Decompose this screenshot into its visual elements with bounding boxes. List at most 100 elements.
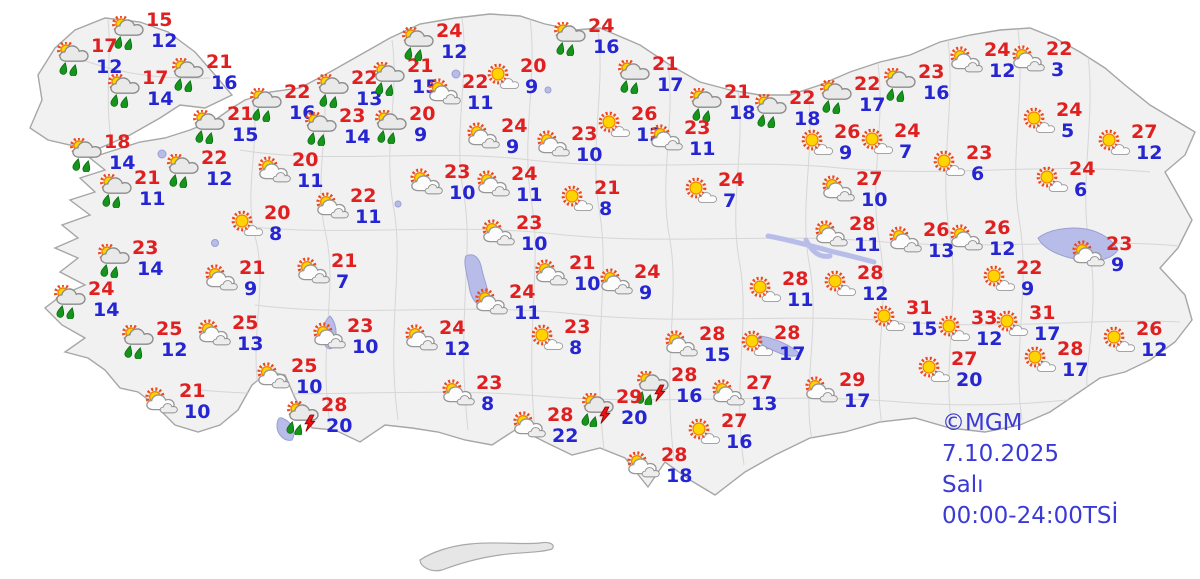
weather-station[interactable]: 21 18 [688, 83, 772, 140]
weather-station[interactable]: 33 12 [935, 309, 1019, 366]
weather-station[interactable]: 24 16 [552, 17, 636, 74]
weather-station[interactable]: 20 11 [256, 151, 340, 208]
weather-station[interactable]: 23 11 [648, 119, 732, 176]
weather-station[interactable]: 20 9 [484, 57, 568, 114]
weather-station[interactable]: 22 11 [314, 187, 398, 244]
weather-station[interactable]: 28 18 [625, 446, 709, 503]
weather-station[interactable]: 22 18 [753, 89, 837, 146]
weather-station[interactable]: 24 6 [1033, 160, 1117, 217]
sun-behind-clouds-icon [533, 259, 571, 293]
weather-station[interactable]: 15 12 [110, 11, 194, 68]
high-temp: 23 [571, 123, 598, 145]
weather-station[interactable]: 17 14 [106, 69, 190, 126]
weather-station[interactable]: 24 11 [475, 165, 559, 222]
weather-station[interactable]: 23 6 [930, 144, 1014, 201]
weather-station[interactable]: 23 10 [408, 163, 492, 220]
weather-station[interactable]: 21 11 [98, 169, 182, 226]
weather-station[interactable]: 24 5 [1020, 101, 1104, 158]
weather-station[interactable]: 27 16 [685, 412, 769, 469]
weather-station[interactable]: 23 10 [535, 125, 619, 182]
weather-station[interactable]: 23 14 [303, 107, 387, 164]
weather-station[interactable]: 21 10 [143, 382, 227, 439]
weather-station[interactable]: 20 9 [373, 105, 457, 162]
low-temp: 12 [862, 283, 889, 305]
weather-station[interactable]: 26 12 [948, 219, 1032, 276]
weather-station[interactable]: 31 15 [870, 299, 954, 356]
weather-station[interactable]: 21 8 [558, 179, 642, 236]
high-temp: 24 [439, 317, 466, 339]
weather-station[interactable]: 24 11 [473, 283, 557, 340]
weather-station[interactable]: 24 12 [948, 41, 1032, 98]
high-temp: 21 [331, 250, 358, 272]
weather-station[interactable]: 24 9 [465, 117, 549, 174]
weather-station[interactable]: 27 12 [1095, 123, 1179, 180]
weather-station[interactable]: 24 9 [598, 263, 682, 320]
weather-station[interactable]: 28 12 [821, 264, 905, 321]
weather-station[interactable]: 28 11 [746, 270, 830, 327]
weather-station[interactable]: 24 7 [682, 171, 766, 228]
weather-station[interactable]: 29 20 [580, 388, 664, 445]
weather-station[interactable]: 31 17 [993, 304, 1077, 361]
weather-station[interactable]: 28 16 [635, 366, 719, 423]
low-temp: 6 [1074, 179, 1088, 201]
weather-station[interactable]: 25 13 [196, 314, 280, 371]
sun-behind-clouds-icon [314, 192, 352, 226]
weather-station[interactable]: 22 13 [315, 69, 399, 126]
weather-station[interactable]: 23 10 [480, 214, 564, 271]
weather-station[interactable]: 25 10 [255, 357, 339, 414]
weather-station[interactable]: 22 9 [980, 259, 1064, 316]
weather-station[interactable]: 23 9 [1070, 235, 1154, 292]
weather-station[interactable]: 18 14 [68, 133, 152, 190]
weather-station[interactable]: 27 13 [710, 374, 794, 431]
weather-station[interactable]: 23 14 [96, 239, 180, 296]
high-temp: 24 [588, 15, 615, 37]
weather-station[interactable]: 24 14 [52, 280, 136, 337]
weather-station[interactable]: 21 15 [371, 57, 455, 114]
weather-station[interactable]: 27 20 [915, 350, 999, 407]
weather-station[interactable]: 21 16 [170, 53, 254, 110]
weather-station[interactable]: 28 17 [1021, 340, 1105, 397]
weather-station[interactable]: 21 17 [616, 55, 700, 112]
low-temp: 10 [861, 189, 888, 211]
weather-station[interactable]: 26 12 [595, 105, 679, 162]
weather-station[interactable]: 23 8 [528, 318, 612, 375]
weather-station[interactable]: 24 12 [403, 319, 487, 376]
weather-station[interactable]: 26 12 [1100, 320, 1184, 377]
weather-station[interactable]: 23 10 [311, 317, 395, 374]
weather-station[interactable]: 26 9 [798, 123, 882, 180]
weather-station[interactable]: 28 22 [511, 406, 595, 463]
weather-station[interactable]: 22 11 [426, 73, 510, 130]
high-temp: 24 [88, 278, 115, 300]
weather-station[interactable]: 26 13 [887, 221, 971, 278]
low-temp: 17 [779, 343, 806, 365]
sun-with-cloud-icon [746, 275, 784, 309]
weather-station[interactable]: 22 16 [248, 83, 332, 140]
weather-station[interactable]: 28 17 [738, 324, 822, 381]
weather-station[interactable]: 22 3 [1010, 40, 1094, 97]
forecast-time-range: 00:00-24:00TSİ [942, 503, 1119, 529]
weather-station[interactable]: 29 17 [803, 371, 887, 428]
weather-station[interactable]: 27 10 [820, 170, 904, 227]
weather-station[interactable]: 24 7 [858, 122, 942, 179]
weather-station[interactable]: 22 17 [818, 75, 902, 132]
high-temp: 23 [918, 61, 945, 83]
weather-station[interactable]: 21 15 [191, 105, 275, 162]
weather-station[interactable]: 28 20 [285, 396, 369, 453]
weather-station[interactable]: 21 7 [295, 252, 379, 309]
weather-station[interactable]: 23 8 [440, 374, 524, 431]
sun-with-cloud-icon [930, 149, 968, 183]
weather-station[interactable]: 28 11 [813, 215, 897, 272]
weather-station[interactable]: 17 12 [55, 37, 139, 94]
weather-station[interactable]: 21 10 [533, 254, 617, 311]
weather-station[interactable]: 20 8 [228, 204, 312, 261]
weather-station[interactable]: 21 9 [203, 259, 287, 316]
weather-station[interactable]: 22 12 [165, 149, 249, 206]
low-temp: 9 [244, 278, 258, 300]
weather-station[interactable]: 24 12 [400, 22, 484, 79]
high-temp: 21 [239, 257, 266, 279]
weather-station[interactable]: 25 12 [120, 320, 204, 377]
low-temp: 7 [723, 190, 737, 212]
high-temp: 28 [699, 323, 726, 345]
weather-station[interactable]: 28 15 [663, 325, 747, 382]
weather-station[interactable]: 23 16 [882, 63, 966, 120]
